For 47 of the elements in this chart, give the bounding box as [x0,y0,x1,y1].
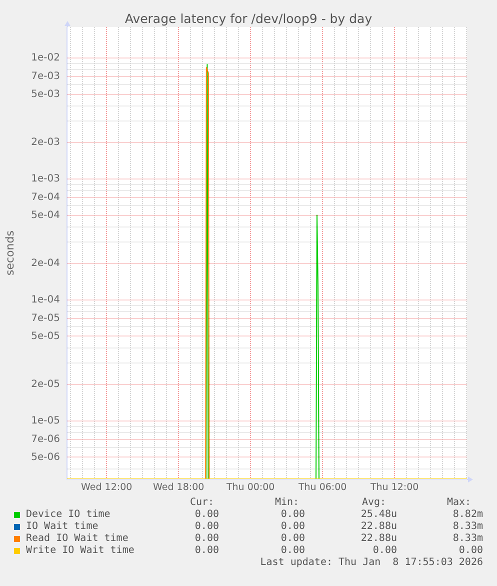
x-tick-label: Thu 06:00 [297,482,347,494]
y-tick-label: 7e-03 [31,71,60,82]
y-tick-label: 1e-05 [31,415,60,426]
legend-label: Read IO Wait time [26,533,128,545]
text: Max: [447,497,472,509]
y-tick-label: 1e-04 [31,294,60,306]
y-tick-label: 5e-06 [31,452,60,463]
legend-label: Device IO time [26,509,110,521]
text: 8.33m [452,533,483,545]
text: 0.00 [280,545,305,557]
y-tick-label: 7e-04 [31,192,60,204]
text: 0.00 [194,533,219,545]
y-tick-label: 2e-05 [31,378,60,390]
x-tick-label: Wed 18:00 [153,482,204,494]
y-tick-label: 5e-05 [31,330,60,342]
text: 0.00 [280,521,305,533]
legend-label: Write IO Wait time [26,545,134,557]
y-tick-label: 7e-05 [31,313,60,324]
y-tick-label: 5e-04 [31,210,60,221]
text: 8.82m [452,509,483,521]
y-tick-label: 1e-02 [31,52,60,64]
text: Cur: [190,497,214,509]
x-tick-label: Wed 12:00 [81,482,132,494]
text: Avg: [362,497,386,509]
y-tick-label: 2e-04 [31,258,60,269]
y-tick-label: 7e-06 [31,434,60,446]
text: 22.88u [360,533,397,545]
y-tick-label: 1e-03 [31,173,60,184]
text: 0.00 [194,545,219,557]
text: 0.00 [372,545,397,557]
text: 8.33m [452,521,483,533]
legend-label: IO Wait time [26,521,98,533]
text: 0.00 [194,509,219,521]
text: 0.00 [458,545,483,557]
text: 22.88u [360,521,397,533]
text: 0.00 [280,509,305,521]
text: 0.00 [280,533,305,545]
text: 25.48u [360,509,397,521]
text: Last update: Thu Jan 8 17:55:03 2026 [260,557,483,569]
text: 0.00 [194,521,219,533]
text: Min: [275,497,300,509]
x-tick-label: Thu 00:00 [225,482,275,494]
y-tick-label: 5e-03 [31,88,60,100]
chart-title: Average latency for /dev/loop9 - by day [124,10,373,26]
x-tick-label: Thu 12:00 [369,482,419,494]
y-tick-label: 2e-03 [31,137,60,148]
y-axis-title: seconds [3,230,16,276]
